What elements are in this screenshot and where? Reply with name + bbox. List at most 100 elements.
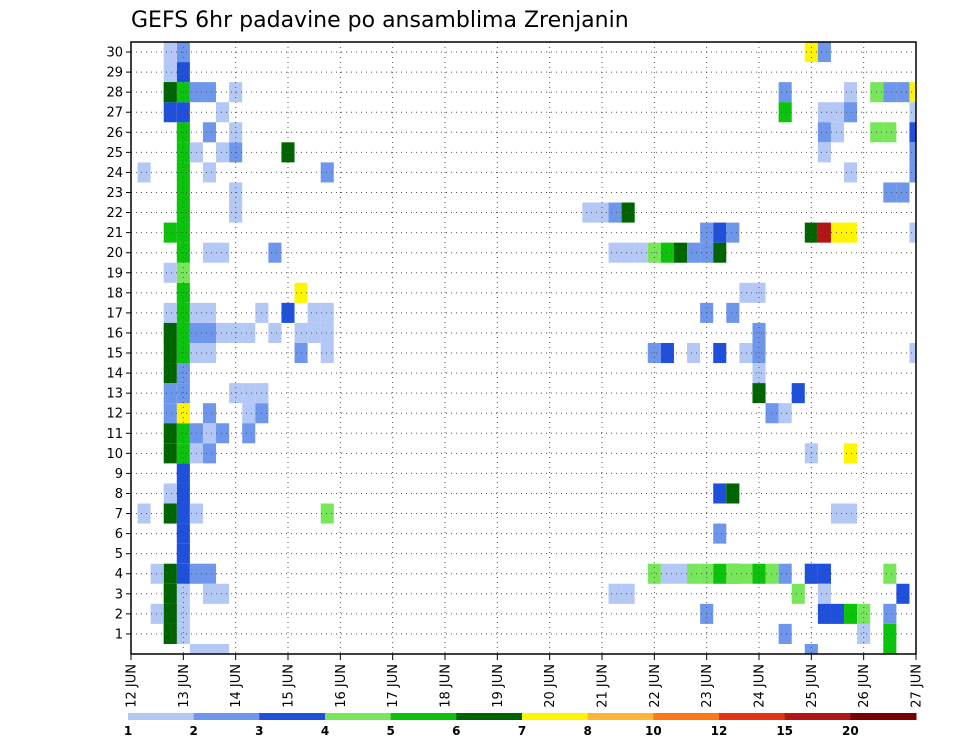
ensemble-cell (163, 82, 177, 103)
x-tick-label: 14 JUN (229, 664, 244, 708)
ensemble-cell (202, 403, 217, 424)
ensemble-cell (830, 122, 845, 143)
ensemble-cell (726, 563, 740, 584)
ensemble-cell (844, 162, 858, 183)
y-tick-label: 14 (106, 367, 123, 382)
ensemble-cell (163, 583, 177, 604)
ensemble-cell (857, 603, 871, 624)
x-tick-label: 22 JUN (648, 664, 663, 708)
ensemble-cell (830, 603, 845, 624)
ensemble-cell (176, 563, 190, 584)
ensemble-cell (621, 583, 635, 604)
x-tick-label: 21 JUN (596, 664, 611, 708)
x-tick-label: 19 JUN (491, 664, 506, 708)
ensemble-cell (163, 623, 177, 644)
x-tick-label: 12 JUN (125, 664, 140, 708)
ensemble-cell (268, 322, 282, 343)
ensemble-cell (216, 242, 230, 263)
ensemble-cell (163, 503, 177, 524)
ensemble-cell (608, 242, 622, 263)
ensemble-cell (216, 643, 230, 654)
y-tick-label: 28 (106, 86, 123, 101)
y-tick-label: 23 (106, 186, 123, 201)
ensemble-cell (909, 102, 916, 123)
ensemble-cell (660, 342, 674, 364)
ensemble-cell (739, 342, 753, 364)
ensemble-cell (163, 423, 177, 444)
colorbar-label: 4 (321, 724, 329, 738)
ensemble-cell (176, 423, 190, 444)
ensemble-cell (647, 563, 661, 584)
ensemble-cell (176, 483, 190, 504)
colorbar-swatch (193, 713, 260, 720)
colorbar-swatch (784, 713, 851, 720)
ensemble-cell (830, 503, 845, 524)
x-tick-label: 18 JUN (439, 664, 454, 708)
y-tick-label: 4 (115, 567, 123, 582)
colorbar-swatch (390, 713, 457, 720)
ensemble-cell (647, 342, 661, 364)
ensemble-cell (216, 583, 230, 604)
y-tick-label: 18 (106, 286, 123, 301)
colorbar-label: 7 (518, 724, 526, 738)
ensemble-cell (137, 162, 151, 183)
ensemble-cell (202, 242, 217, 263)
ensemble-cell (896, 82, 910, 103)
x-tick-label: 20 JUN (543, 664, 558, 708)
colorbar-label: 20 (842, 724, 859, 738)
ensemble-cell (163, 42, 177, 63)
ensemble-cell (687, 242, 701, 263)
ensemble-cell (242, 403, 256, 424)
ensemble-cell (150, 563, 164, 584)
x-tick-label: 26 JUN (857, 664, 872, 708)
ensemble-cell (307, 302, 321, 323)
ensemble-cell (857, 623, 871, 644)
ensemble-cell (844, 443, 858, 464)
ensemble-cell (844, 603, 858, 624)
ensemble-cell (202, 322, 217, 343)
ensemble-cell (163, 603, 177, 624)
ensemble-cell (176, 363, 190, 384)
ensemble-cell (202, 583, 217, 604)
ensemble-cell (163, 403, 177, 424)
ensemble-cell (216, 142, 230, 163)
x-tick-label: 25 JUN (805, 664, 820, 708)
y-tick-label: 5 (115, 547, 123, 562)
ensemble-cell (765, 403, 779, 424)
y-tick-label: 7 (115, 507, 123, 522)
ensemble-cell (909, 142, 916, 163)
y-tick-label: 19 (106, 266, 123, 281)
x-tick-label: 13 JUN (177, 664, 192, 708)
ensemble-cell (176, 443, 190, 464)
ensemble-cell (163, 222, 177, 243)
ensemble-cell (713, 523, 727, 544)
ensemble-cell (202, 82, 217, 103)
grid-lines (131, 42, 916, 654)
colorbar-swatch (850, 713, 917, 720)
ensemble-cell (621, 242, 635, 263)
ensemble-cell (582, 202, 596, 223)
ensemble-cell (176, 603, 190, 624)
ensemble-cell (163, 102, 177, 123)
colorbar-swatch (587, 713, 654, 720)
y-tick-label: 6 (115, 527, 123, 542)
ensemble-cell (830, 222, 845, 243)
y-tick-label: 8 (115, 487, 123, 502)
y-tick-label: 20 (106, 246, 123, 261)
ensemble-cell (176, 403, 190, 424)
ensemble-cell (896, 583, 910, 604)
ensemble-cell (739, 563, 753, 584)
colorbar-label: 12 (711, 724, 728, 738)
ensemble-cell (713, 483, 727, 504)
y-tick-label: 13 (106, 387, 123, 402)
ensemble-cell (163, 363, 177, 384)
ensemble-cell (752, 342, 766, 364)
y-tick-label: 24 (106, 166, 123, 181)
ensemble-cell (726, 302, 740, 323)
y-tick-label: 27 (106, 106, 123, 121)
y-tick-label: 30 (106, 46, 123, 61)
ensemble-cell (817, 583, 831, 604)
ensemble-cell (896, 182, 910, 203)
ensemble-cell (909, 122, 916, 143)
